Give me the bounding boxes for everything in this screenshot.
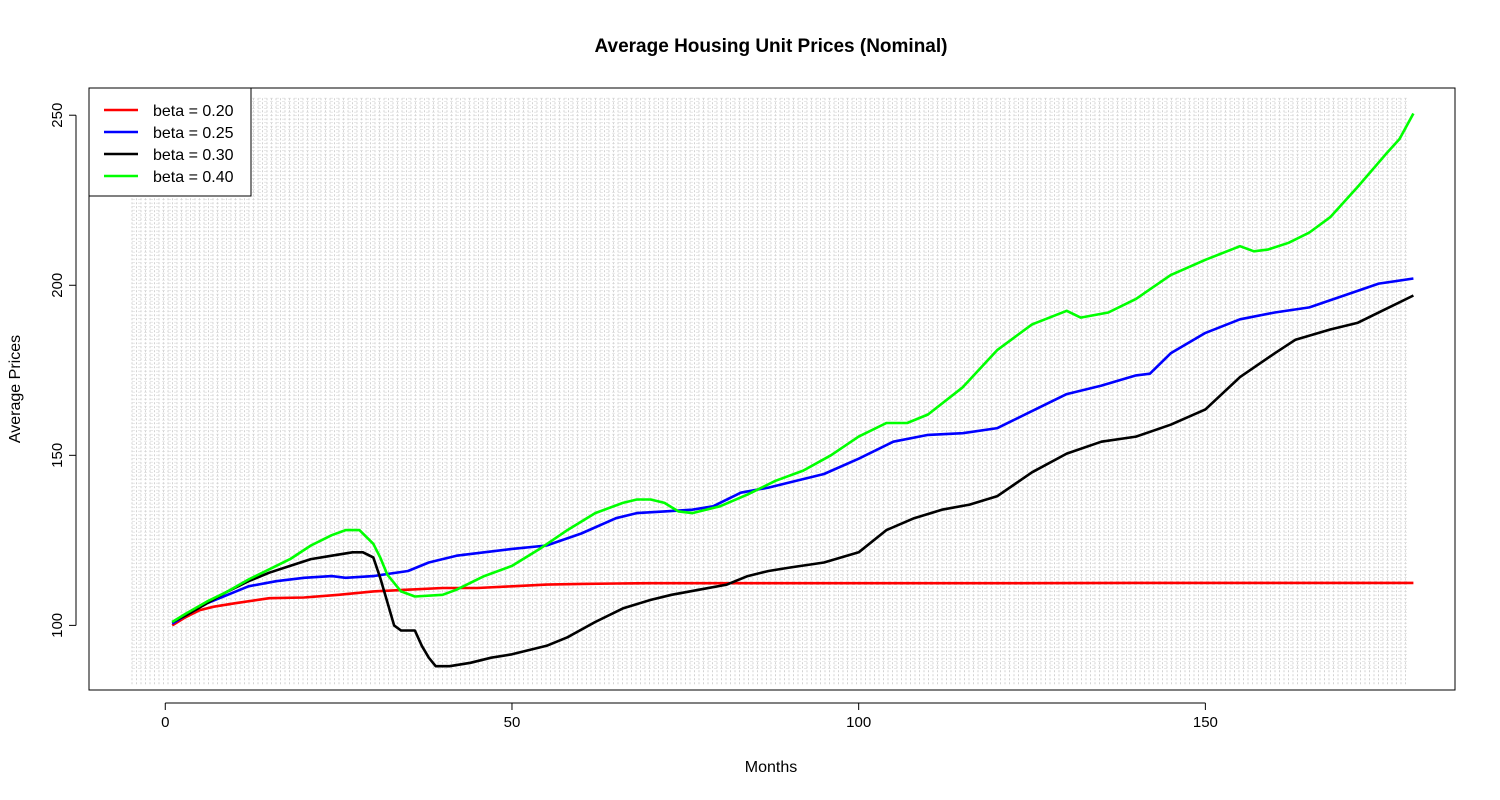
series-line-2 xyxy=(171,277,1414,625)
series-layer xyxy=(171,112,1415,668)
series-line-4 xyxy=(171,112,1415,624)
x-tick-label: 0 xyxy=(161,714,169,731)
x-tick-label: 100 xyxy=(846,714,871,731)
x-axis: 0 50 100 150 xyxy=(161,702,1218,731)
chart-title: Average Housing Unit Prices (Nominal) xyxy=(595,36,948,57)
grid-lines xyxy=(131,97,1407,686)
series-line-3 xyxy=(171,294,1414,668)
y-tick-label: 100 xyxy=(49,613,66,638)
series-line-1 xyxy=(171,581,1414,627)
legend-label: beta = 0.20 xyxy=(153,103,234,120)
x-tick-label: 50 xyxy=(504,714,521,731)
x-tick-label: 150 xyxy=(1193,714,1218,731)
legend: beta = 0.20 beta = 0.25 beta = 0.30 beta = … xyxy=(88,87,252,197)
plot-area-frame xyxy=(88,87,1456,691)
y-axis: 100 150 200 250 xyxy=(49,103,77,638)
y-tick-label: 200 xyxy=(49,273,66,298)
legend-label: beta = 0.25 xyxy=(153,125,234,142)
legend-label: beta = 0.30 xyxy=(153,147,234,164)
y-tick-label: 250 xyxy=(49,103,66,128)
x-axis-label: Months xyxy=(745,759,797,776)
y-tick-label: 150 xyxy=(49,443,66,468)
legend-box xyxy=(88,87,252,197)
legend-label: beta = 0.40 xyxy=(153,169,234,186)
y-axis-label: Average Prices xyxy=(7,335,24,443)
